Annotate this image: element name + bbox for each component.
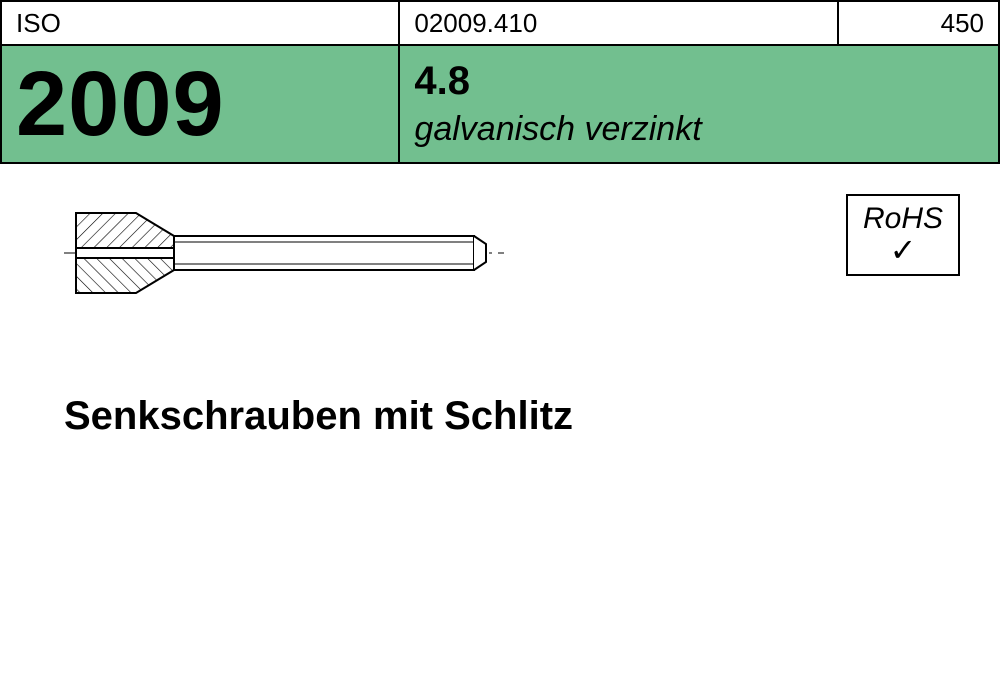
rohs-badge: RoHS ✓ xyxy=(846,194,960,276)
rohs-label: RoHS xyxy=(863,204,943,234)
header-row-2: 2009 4.8 galvanisch verzinkt xyxy=(0,44,1000,164)
spec-cell: 4.8 galvanisch verzinkt xyxy=(400,46,998,162)
value-cell: 450 xyxy=(839,2,998,44)
standard-cell: ISO xyxy=(2,2,400,44)
screw-side-view xyxy=(64,188,514,318)
standard-label: ISO xyxy=(16,8,61,39)
year-label: 2009 xyxy=(16,52,225,157)
header-row-1: ISO 02009.410 450 xyxy=(0,0,1000,44)
year-cell: 2009 xyxy=(2,46,400,162)
check-icon: ✓ xyxy=(890,234,917,266)
drawing-area: RoHS ✓ xyxy=(0,164,1000,394)
grade-label: 4.8 xyxy=(414,59,984,104)
value-label: 450 xyxy=(941,8,984,39)
code-label: 02009.410 xyxy=(414,8,537,39)
product-title: Senkschrauben mit Schlitz xyxy=(0,394,1000,439)
finish-label: galvanisch verzinkt xyxy=(414,110,984,149)
code-cell: 02009.410 xyxy=(400,2,838,44)
